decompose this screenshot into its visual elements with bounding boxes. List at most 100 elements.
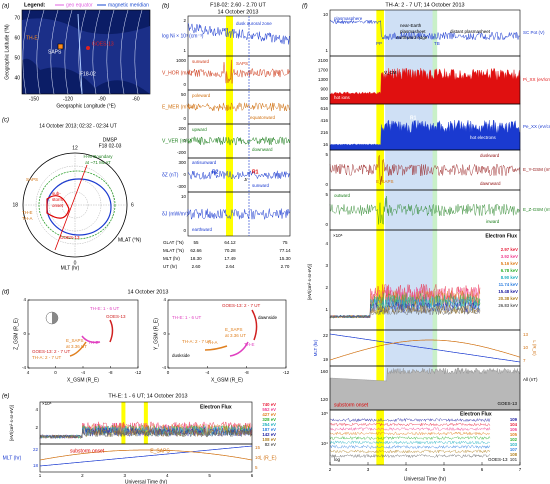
label: hot ions xyxy=(334,95,351,100)
trace xyxy=(187,135,291,146)
orbit xyxy=(251,309,258,341)
label: SAPS xyxy=(26,177,38,182)
label: onset xyxy=(52,203,64,208)
trace xyxy=(329,307,481,319)
label: GOES-13 xyxy=(60,235,80,240)
label: [eV/(cm²·s·sr·eV)] xyxy=(307,264,312,300)
label: MLT (hr) xyxy=(313,339,318,356)
trace xyxy=(329,422,491,427)
label: 4 xyxy=(163,297,166,302)
label: 103 xyxy=(510,442,518,447)
label: 3 xyxy=(367,467,370,472)
saps-band xyxy=(226,16,233,236)
label: (a) xyxy=(2,4,9,10)
label: Electron Flux xyxy=(460,411,492,417)
label: 2 xyxy=(35,425,38,430)
trace xyxy=(329,367,521,411)
label: storm xyxy=(52,197,64,202)
label: 120 xyxy=(320,397,328,402)
label: (f) xyxy=(302,4,308,10)
label: R2 xyxy=(212,169,219,175)
label: δZ (nT) xyxy=(162,172,179,178)
label: 2 xyxy=(81,473,84,478)
label: GOES-13 xyxy=(92,41,114,47)
meridian xyxy=(22,9,31,95)
label: 0 xyxy=(183,116,186,121)
label: E_SAPS xyxy=(376,179,394,184)
label: Y_GSM (R_E) xyxy=(153,318,159,350)
meridian xyxy=(92,9,101,95)
label: 2.60 xyxy=(192,264,201,269)
label: Jr xyxy=(244,177,248,182)
label: near-Earth xyxy=(400,23,422,28)
orbit xyxy=(109,319,114,343)
label: 5 xyxy=(443,467,446,472)
label: 300 xyxy=(178,160,186,165)
label: 4 xyxy=(23,297,26,302)
label: SAPS xyxy=(236,61,248,66)
label: sunward xyxy=(192,59,210,64)
meridian xyxy=(134,9,143,95)
trace xyxy=(329,304,481,319)
label: 108 eV xyxy=(262,437,276,442)
label: GOES-13: 2 - 7 UT xyxy=(222,303,261,308)
label: -4 xyxy=(81,370,85,375)
label: Universal Time (hr) xyxy=(125,479,168,484)
trace xyxy=(329,417,491,423)
label: 1 xyxy=(183,48,186,53)
label: 0 xyxy=(23,331,26,336)
trace xyxy=(329,449,491,454)
label: 2 xyxy=(329,467,332,472)
label: Electron Flux xyxy=(200,404,232,410)
label: -8 xyxy=(108,370,112,375)
trace xyxy=(329,195,521,225)
label: 4 xyxy=(27,370,30,375)
label: 101 xyxy=(510,457,518,462)
label: 62.66 xyxy=(190,248,202,253)
label: TH-E xyxy=(22,210,33,215)
frame xyxy=(187,191,291,237)
saps-band xyxy=(143,402,148,444)
label: duskside xyxy=(172,353,190,358)
label: 1 xyxy=(325,307,328,312)
label: 4 xyxy=(325,241,328,246)
label: 0 xyxy=(183,172,186,177)
meridian xyxy=(50,9,59,95)
label: 1000 xyxy=(176,58,187,63)
label: R1 xyxy=(410,115,417,121)
label: 416 xyxy=(320,118,328,123)
label: 2 xyxy=(325,285,328,290)
trace xyxy=(329,339,521,361)
label: 14 October 2013; 02:32 - 02:34 UT xyxy=(39,123,117,129)
label: DMSP xyxy=(103,137,118,143)
label: 105 xyxy=(510,432,518,437)
label: GOES-13 xyxy=(106,314,126,319)
label: -120 xyxy=(63,96,73,102)
label: X_GSM (R_E) xyxy=(67,377,99,383)
label: hot electrons xyxy=(470,135,497,140)
label: MLAT (°N) xyxy=(163,248,184,253)
label: 552 eV xyxy=(262,407,276,412)
label: geo equator xyxy=(66,2,93,8)
label: δJ (mW/m²) xyxy=(162,211,188,217)
trace xyxy=(39,445,253,467)
label: 26.83 keV xyxy=(498,303,518,308)
label: TH-A: 2 - 7 UT xyxy=(182,339,212,344)
label: 3 xyxy=(124,473,127,478)
label: E_MER (mV/m) xyxy=(162,104,197,110)
frame xyxy=(39,443,253,473)
label: -4 xyxy=(205,370,209,375)
label: 109 xyxy=(510,417,518,422)
label: 10 xyxy=(255,455,261,460)
label: L (R_E) xyxy=(532,340,537,356)
label: -4 xyxy=(162,365,166,370)
label: GOES-13 xyxy=(497,401,517,406)
label: 6 xyxy=(251,473,254,478)
label: 2.70 xyxy=(281,264,290,269)
label: F18-02: 2.60 - 2.70 UT xyxy=(210,2,266,8)
trace xyxy=(39,449,253,461)
label: E_SAPS xyxy=(225,327,243,332)
label: 14 October 2013 xyxy=(218,9,259,15)
label: 4 xyxy=(35,407,38,412)
label: 40 xyxy=(14,75,20,81)
